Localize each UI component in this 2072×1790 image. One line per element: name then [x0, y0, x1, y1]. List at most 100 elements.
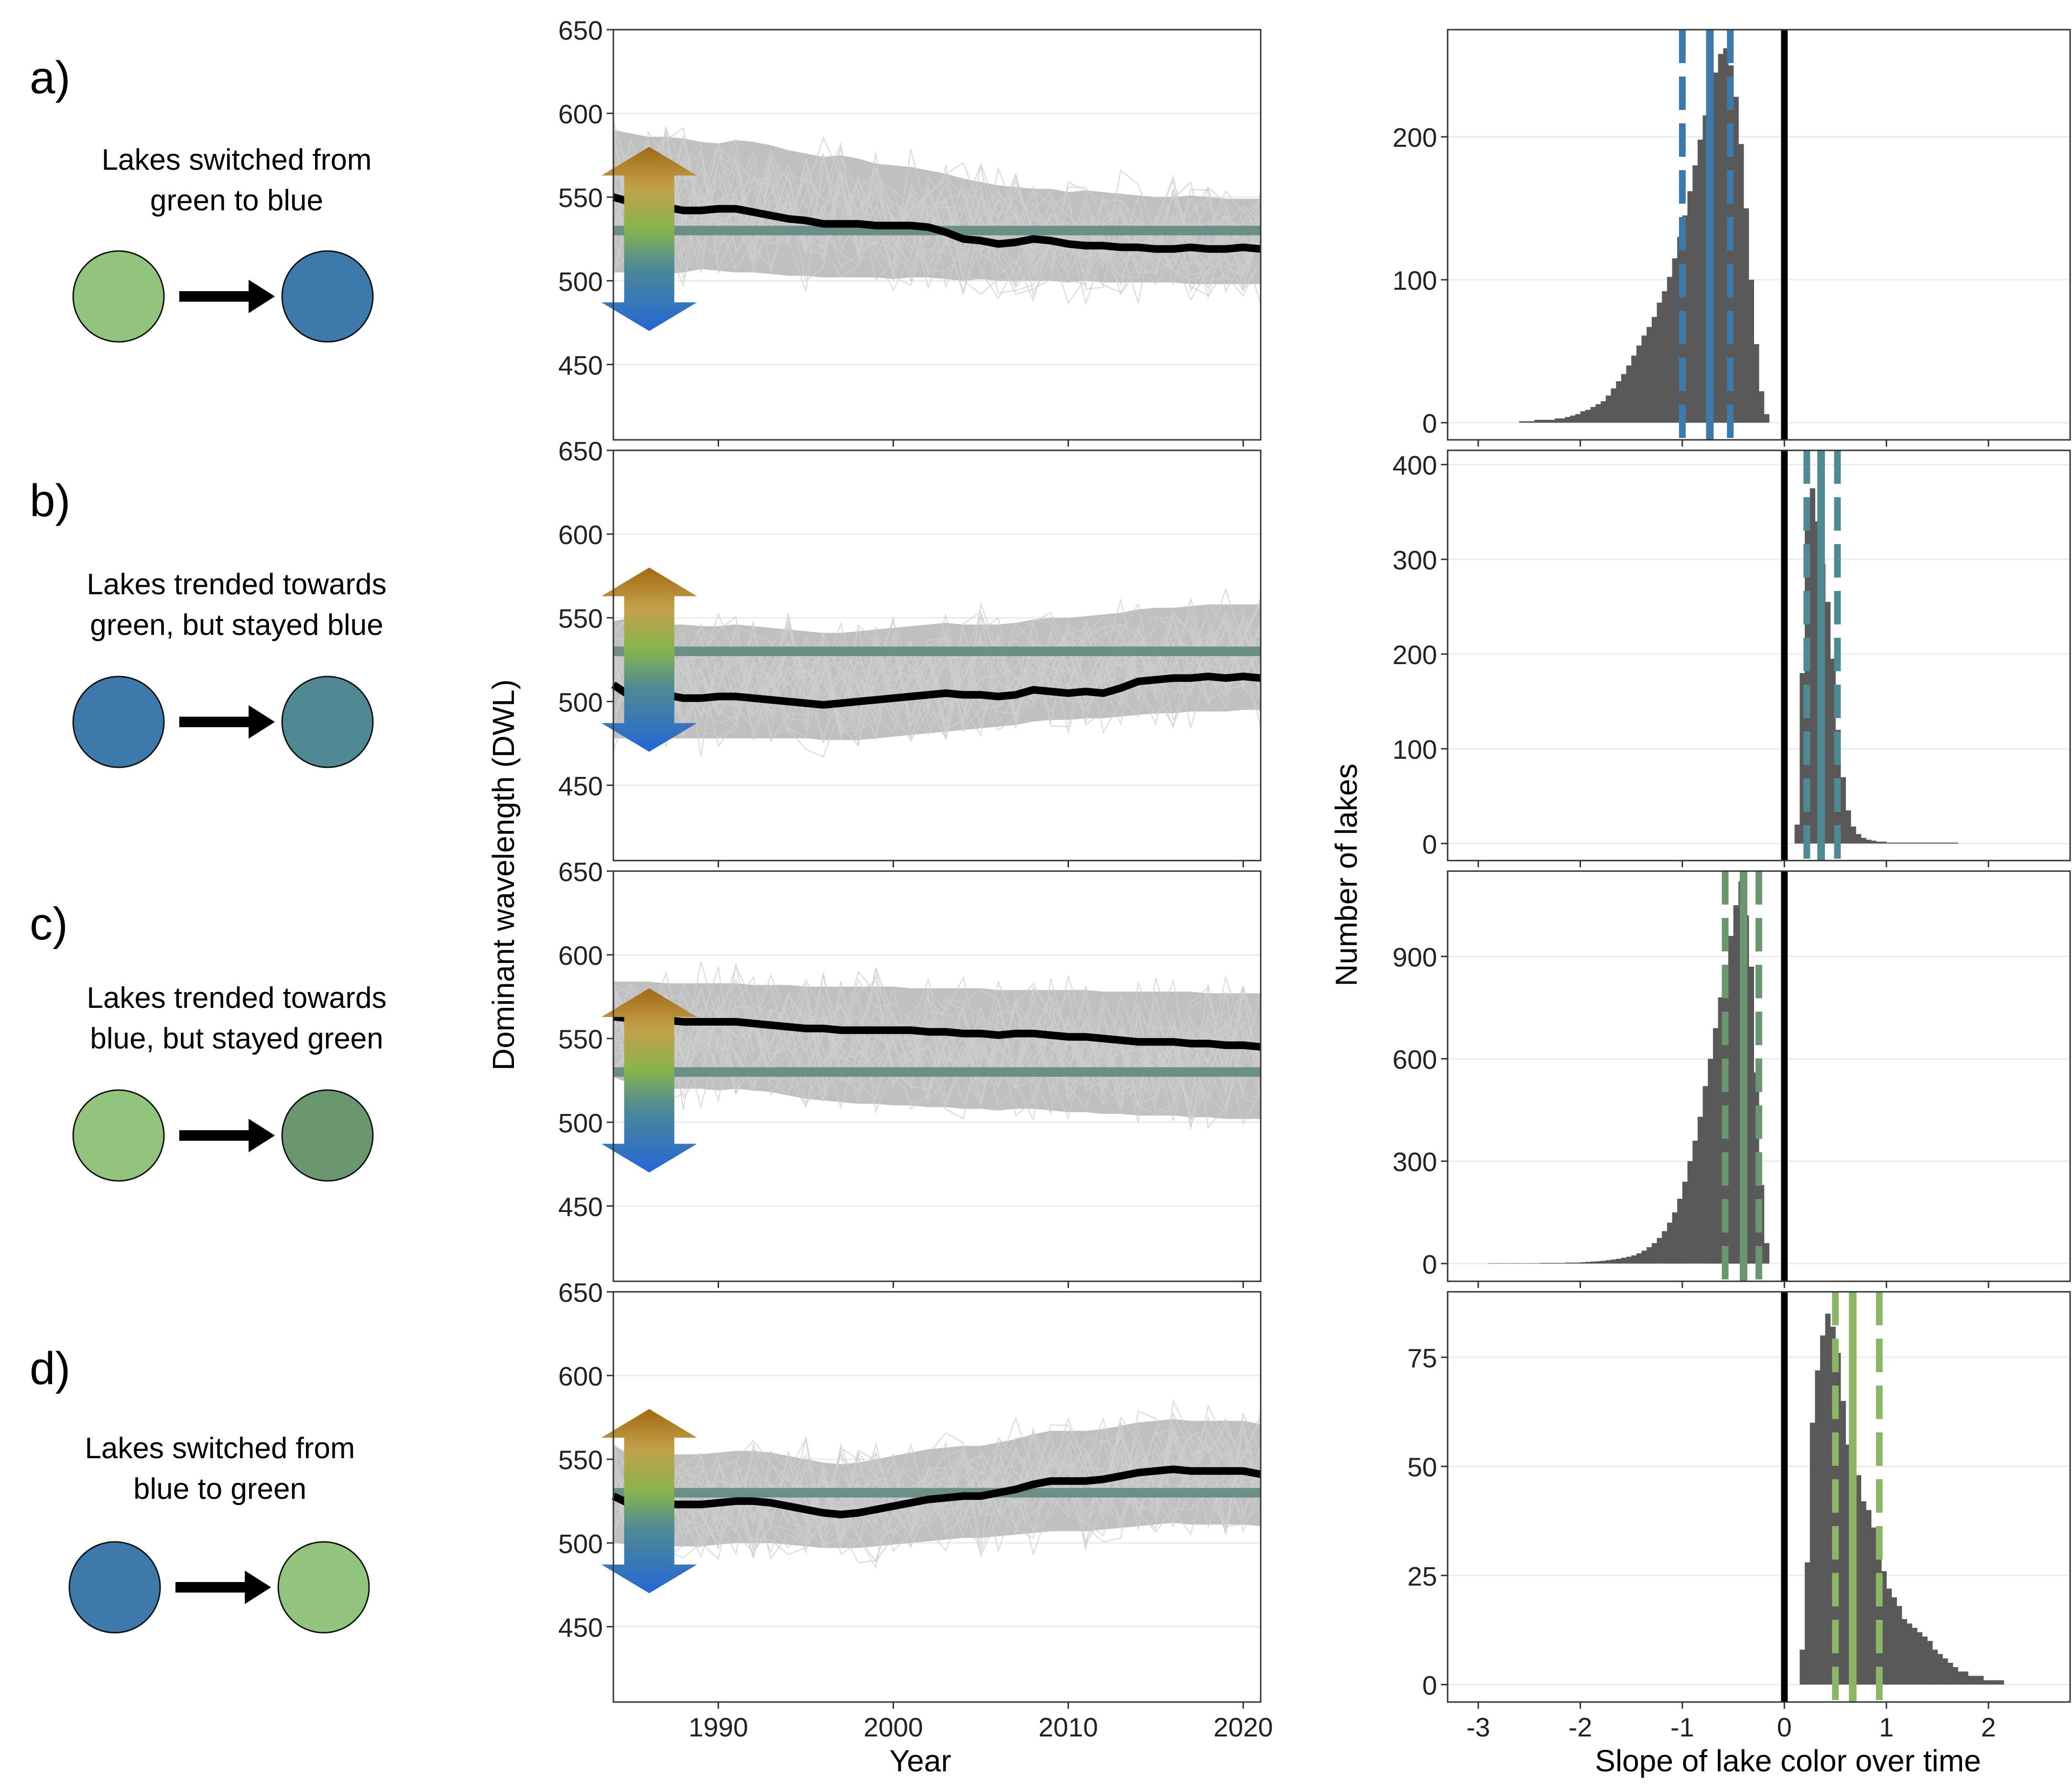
ts-xtick-label-1990: 1990 [688, 1712, 748, 1742]
hist-c-ytick-label-300: 300 [1393, 1147, 1437, 1177]
hist-c-bar [1590, 1261, 1596, 1264]
hist-c-bar [1764, 1243, 1769, 1264]
hist-b-bar [1825, 602, 1831, 844]
hist-a-bar [1590, 407, 1596, 423]
hist-b-bar [1881, 841, 1887, 844]
hist-b-bar [1845, 810, 1851, 844]
panel-a-letter: a) [30, 52, 70, 103]
hist-c-bar [1636, 1253, 1642, 1264]
hist-a-bar [1601, 401, 1606, 423]
hist-c-bar [1539, 1263, 1545, 1264]
ts-d-ytick-label-500: 500 [558, 1528, 603, 1559]
ts-d-ytick-label-450: 450 [558, 1612, 603, 1642]
panel-a-description: a) Lakes switched from green to blue [30, 52, 374, 343]
hist-a-bar [1702, 115, 1708, 423]
ts-d-ytick-label-650: 650 [558, 1277, 603, 1308]
hist-d-bar [1937, 1654, 1943, 1685]
hist-c-bar [1728, 936, 1734, 1264]
hist-c-bar [1529, 1263, 1535, 1264]
hist-b-bar [1927, 842, 1933, 844]
hist-d-bar [1983, 1680, 1989, 1685]
hist-a-bar [1616, 381, 1622, 423]
ts-panel-c: 450 500 550 600 650 [558, 857, 1262, 1288]
ts-panel-b: 450 500 550 600 650 [558, 436, 1262, 867]
ts-d-ytick-label-550: 550 [558, 1445, 603, 1475]
hist-a-bar [1744, 208, 1749, 423]
hist-c-bar [1570, 1262, 1576, 1264]
hist-d-bar [1952, 1667, 1958, 1685]
panel-c-letter: c) [30, 898, 68, 950]
hist-d-bar [1993, 1680, 1999, 1685]
hist-a-bar [1524, 421, 1530, 423]
hist-d-bar [1917, 1632, 1923, 1685]
hist-d-ytick-label-50: 50 [1407, 1452, 1437, 1482]
hist-a-bar [1565, 417, 1570, 423]
hist-panel-b: 0 100 200 300 400 [1393, 449, 2071, 867]
hist-b-bar [1830, 658, 1836, 844]
panel-c-description: c) Lakes trended towards blue, but staye… [30, 898, 387, 1182]
ts-a-frame [612, 29, 1262, 441]
ts-a-lake-line [612, 126, 1262, 300]
hist-d-bar [1988, 1680, 1994, 1685]
hist-c-bar [1657, 1238, 1662, 1264]
ts-b-lake-line [613, 613, 1262, 727]
hist-c-bar [1647, 1247, 1652, 1264]
ts-a-ytick-label-500: 500 [558, 266, 603, 296]
ts-d-lake-line [612, 1404, 1261, 1559]
hist-b-plot-background [1448, 450, 2070, 861]
hist-b-bar [1897, 842, 1902, 844]
panel-c-from-lake [72, 1089, 165, 1182]
hist-d-bar [1810, 1422, 1815, 1685]
hist-b-bar [1942, 842, 1948, 844]
hist-d-ytick-label-75: 75 [1407, 1343, 1437, 1373]
hist-a-bar [1738, 144, 1744, 423]
arrow-right-icon [179, 705, 275, 739]
ts-c-ytick-label-600: 600 [558, 940, 603, 971]
ts-y-axis-label: Dominant wavelength (DWL) [486, 679, 521, 1070]
hist-a-bar [1575, 414, 1581, 423]
hist-d-bar [1840, 1401, 1846, 1685]
panel-d-letter: d) [30, 1343, 70, 1394]
hist-d-frame [1447, 1291, 2071, 1703]
hist-d-bar [1973, 1676, 1979, 1685]
hist-d-ytick-label-0: 0 [1422, 1670, 1437, 1700]
ts-c-lake-line [612, 984, 1261, 1123]
arrow-right-icon [175, 1571, 271, 1604]
hist-c-bar [1509, 1263, 1515, 1264]
panel-d-desc-line-1: Lakes switched from [85, 1432, 355, 1465]
ts-d-frame [612, 1291, 1262, 1703]
hist-xtick-label--1: -1 [1670, 1712, 1694, 1742]
hist-a-bar [1748, 280, 1754, 423]
panel-d-from-lake [68, 1541, 161, 1634]
hist-d-bar [1866, 1510, 1872, 1685]
histogram-column: 0 100 200 0 100 200 300 400 0 300 600 900 0 25 50 75 -3 -… [1393, 29, 2071, 1742]
hist-c-bar [1488, 1263, 1494, 1264]
hist-a-bar [1713, 72, 1719, 423]
panel-b-from-lake [72, 676, 165, 768]
panel-b-letter: b) [30, 475, 70, 526]
hist-b-bar [1851, 826, 1856, 844]
ts-b-wavelength-arrow-icon [601, 568, 697, 752]
hist-d-bar [1891, 1597, 1897, 1685]
hist-c-bar [1651, 1243, 1658, 1264]
hist-c-bar [1626, 1256, 1632, 1264]
hist-c-bar [1682, 1181, 1688, 1264]
ts-a-ytick-label-450: 450 [558, 350, 603, 380]
ts-x-axis-label: Year [889, 1744, 951, 1778]
hist-d-bar [1886, 1588, 1892, 1685]
hist-a-bar [1651, 317, 1658, 423]
hist-d-bar [1922, 1637, 1928, 1685]
panel-a-desc-line-1: Lakes switched from [101, 143, 371, 176]
hist-c-bar [1748, 966, 1754, 1264]
ts-b-lake-line [612, 612, 1261, 741]
hist-panel-d: 0 25 50 75 -3 -2 -1 0 1 2 [1407, 1291, 2071, 1742]
hist-c-bar [1697, 1116, 1703, 1264]
panel-c-desc-line-1: Lakes trended towards [87, 982, 386, 1015]
panel-a-desc-line-2: green to blue [150, 184, 323, 217]
hist-a-bar [1631, 355, 1637, 423]
hist-c-bar [1605, 1260, 1612, 1264]
hist-c-bar [1692, 1140, 1698, 1264]
ts-b-ytick-label-450: 450 [558, 771, 603, 801]
hist-b-bar [1947, 842, 1953, 844]
panel-b-description: b) Lakes trended towards green, but stay… [30, 475, 387, 768]
